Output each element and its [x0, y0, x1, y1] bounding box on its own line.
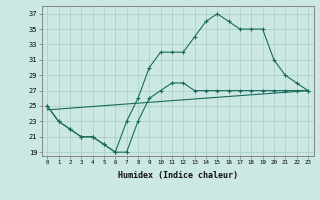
- X-axis label: Humidex (Indice chaleur): Humidex (Indice chaleur): [118, 171, 237, 180]
